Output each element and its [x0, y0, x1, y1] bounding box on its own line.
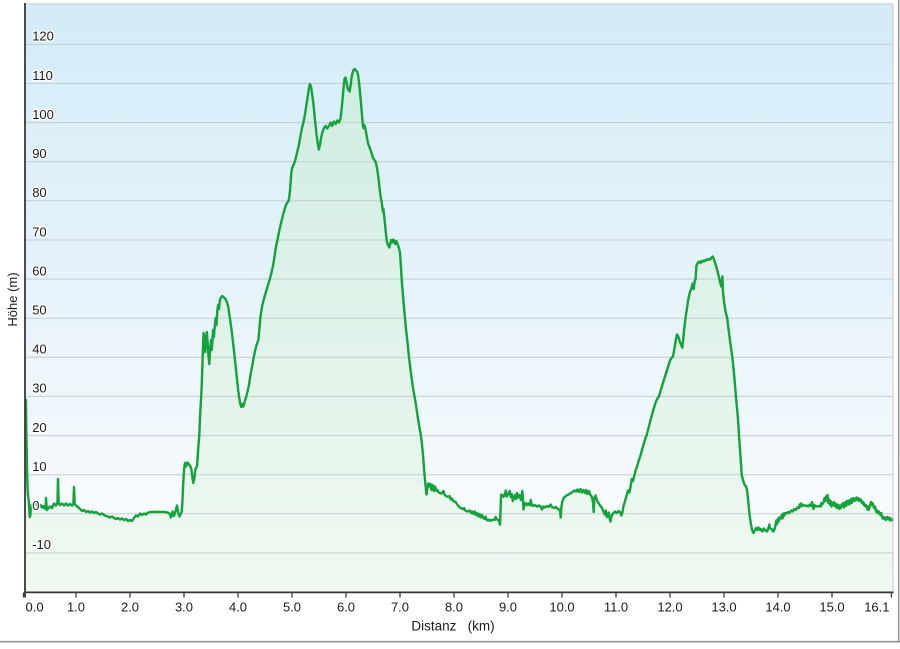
svg-text:12.0: 12.0	[657, 599, 682, 614]
svg-text:100: 100	[32, 107, 54, 122]
svg-text:-10: -10	[32, 537, 51, 552]
svg-text:30: 30	[32, 381, 46, 396]
svg-text:110: 110	[32, 68, 53, 83]
svg-text:0: 0	[32, 498, 39, 513]
svg-text:20: 20	[32, 420, 46, 435]
svg-text:Distanz (km): Distanz (km)	[411, 619, 494, 634]
svg-text:4.0: 4.0	[229, 599, 247, 614]
svg-text:5.0: 5.0	[283, 599, 301, 614]
svg-text:9.0: 9.0	[499, 599, 517, 614]
svg-text:120: 120	[32, 29, 54, 44]
svg-text:80: 80	[32, 185, 46, 200]
svg-text:8.0: 8.0	[445, 599, 463, 614]
svg-text:15.0: 15.0	[819, 599, 844, 614]
svg-text:10.0: 10.0	[549, 599, 574, 614]
svg-text:10: 10	[32, 459, 46, 474]
svg-text:2.0: 2.0	[121, 599, 139, 614]
svg-text:7.0: 7.0	[391, 599, 409, 614]
svg-text:0.0: 0.0	[26, 599, 44, 614]
svg-text:1.0: 1.0	[67, 599, 85, 614]
svg-text:Höhe (m): Höhe (m)	[5, 272, 20, 326]
svg-text:14.0: 14.0	[765, 599, 790, 614]
svg-text:13.0: 13.0	[711, 599, 736, 614]
svg-text:70: 70	[32, 224, 46, 239]
svg-text:90: 90	[32, 146, 46, 161]
svg-text:60: 60	[32, 263, 46, 278]
svg-text:40: 40	[32, 342, 46, 357]
svg-text:11.0: 11.0	[604, 599, 628, 614]
svg-text:6.0: 6.0	[337, 599, 355, 614]
svg-text:16.1: 16.1	[864, 599, 889, 614]
svg-text:3.0: 3.0	[175, 599, 193, 614]
svg-text:50: 50	[32, 303, 46, 318]
